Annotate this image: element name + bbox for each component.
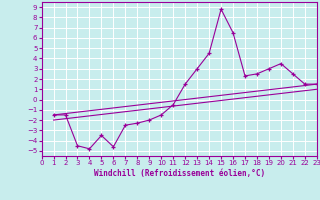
X-axis label: Windchill (Refroidissement éolien,°C): Windchill (Refroidissement éolien,°C) <box>94 169 265 178</box>
